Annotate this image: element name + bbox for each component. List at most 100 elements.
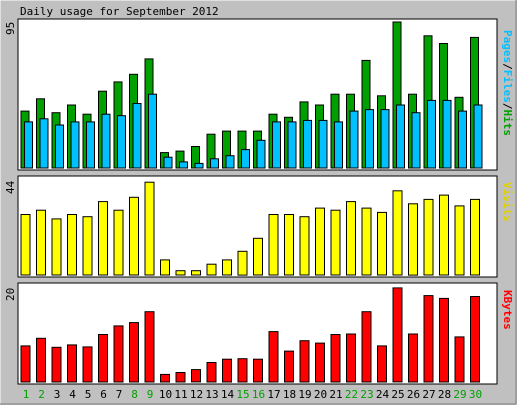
kbytes-bar <box>98 334 108 383</box>
files-bar <box>86 121 95 169</box>
kbytes-bar <box>82 346 93 383</box>
visits-bar <box>423 198 434 276</box>
day-label: 22 <box>345 388 358 401</box>
day-label: 15 <box>236 388 249 401</box>
day-label: 21 <box>329 388 342 401</box>
day-label: 12 <box>190 388 203 401</box>
visits-legend: Visits <box>501 182 514 222</box>
kbytes-bar <box>330 334 341 383</box>
files-bar <box>427 99 436 169</box>
day-label: 16 <box>252 388 265 401</box>
visits-bar <box>237 250 248 276</box>
kbytes-bar <box>284 350 294 383</box>
kbytes-bar <box>346 333 356 383</box>
day-label: 11 <box>174 388 187 401</box>
day-label: 6 <box>100 388 107 401</box>
files-bar <box>39 118 49 169</box>
files-bar <box>380 109 390 169</box>
visits-ymax-label: 44 <box>4 180 17 194</box>
files-bar <box>303 119 312 169</box>
visits-bar <box>36 209 46 276</box>
day-label: 9 <box>147 388 154 401</box>
visits-bar <box>160 259 170 276</box>
files-bar <box>148 93 157 169</box>
files-bar <box>24 121 33 169</box>
files-bar <box>210 158 219 169</box>
visits-bar <box>284 214 294 276</box>
day-label: 24 <box>376 388 390 401</box>
files-bar <box>55 124 64 169</box>
legend-separator-1: / <box>501 63 514 70</box>
visits-bar <box>454 205 465 276</box>
legend-separator-2: / <box>501 103 514 110</box>
visits-bar <box>361 207 372 276</box>
kbytes-bar <box>129 322 139 383</box>
files-bar <box>287 121 297 169</box>
files-bar <box>256 139 266 169</box>
day-label: 19 <box>298 388 311 401</box>
day-label: 17 <box>267 388 280 401</box>
kbytes-bar <box>36 337 46 383</box>
day-label: 14 <box>221 388 235 401</box>
legend-pages: Pages <box>501 30 514 63</box>
day-label: 13 <box>205 388 218 401</box>
files-bar <box>349 110 359 169</box>
visits-bar <box>392 190 403 276</box>
visits-bar <box>330 209 341 276</box>
files-bar <box>272 121 281 169</box>
hits-legend: Pages/Files/Hits <box>501 30 514 136</box>
day-label: 27 <box>422 388 435 401</box>
day-label: 10 <box>159 388 172 401</box>
kbytes-bar <box>206 362 217 383</box>
kbytes-bar <box>268 331 279 383</box>
files-bar <box>396 104 405 169</box>
day-label: 30 <box>469 388 482 401</box>
files-bar <box>179 161 188 169</box>
kbytes-bar <box>20 345 31 383</box>
svg-text:Pages/Files/Hits: Pages/Files/Hits <box>501 30 514 136</box>
files-bar <box>117 115 126 169</box>
kbytes-ymax-label: 20 <box>4 288 17 301</box>
kbytes-bar <box>253 358 263 383</box>
visits-bar <box>470 198 480 276</box>
kbytes-bar <box>361 311 372 383</box>
day-label: 18 <box>283 388 296 401</box>
legend-hits: Hits <box>501 110 514 137</box>
kbytes-bar <box>470 296 480 383</box>
kbytes-bar <box>299 340 310 383</box>
visits-bar <box>129 196 139 276</box>
visits-bar <box>253 237 263 276</box>
files-bar <box>70 121 80 169</box>
kbytes-bar <box>191 369 201 383</box>
hits-ymax-label: 95 <box>4 22 17 35</box>
day-label: 5 <box>85 388 92 401</box>
kbytes-bar <box>51 346 62 383</box>
day-labels-layer: 1 2 3 4 5 6 7 8 9 10 11 12 13 14 15 16 17 18 19 20 21 22 23 24 2… <box>23 388 482 401</box>
kbytes-bar <box>160 373 170 383</box>
visits-bar <box>82 216 93 276</box>
visits-bar <box>67 214 77 276</box>
day-label: 29 <box>453 388 466 401</box>
kbytes-bar <box>377 345 387 383</box>
kbytes-bar <box>237 358 248 383</box>
files-bar <box>334 121 343 169</box>
legend-files: Files <box>501 70 514 103</box>
visits-bar <box>206 263 217 276</box>
visits-bar <box>98 201 108 276</box>
kbytes-bar <box>423 295 434 383</box>
day-label: 26 <box>407 388 420 401</box>
visits-bar <box>346 201 356 276</box>
kbytes-bar <box>315 342 325 383</box>
day-label: 7 <box>116 388 123 401</box>
visits-bar <box>315 207 325 276</box>
kbytes-bar <box>113 325 124 383</box>
files-bar <box>241 149 250 169</box>
files-bar <box>318 119 328 169</box>
kbytes-bar <box>144 311 155 383</box>
files-bar <box>225 155 235 169</box>
day-label: 28 <box>438 388 451 401</box>
visits-bar <box>377 211 387 276</box>
visits-bar <box>20 214 31 276</box>
